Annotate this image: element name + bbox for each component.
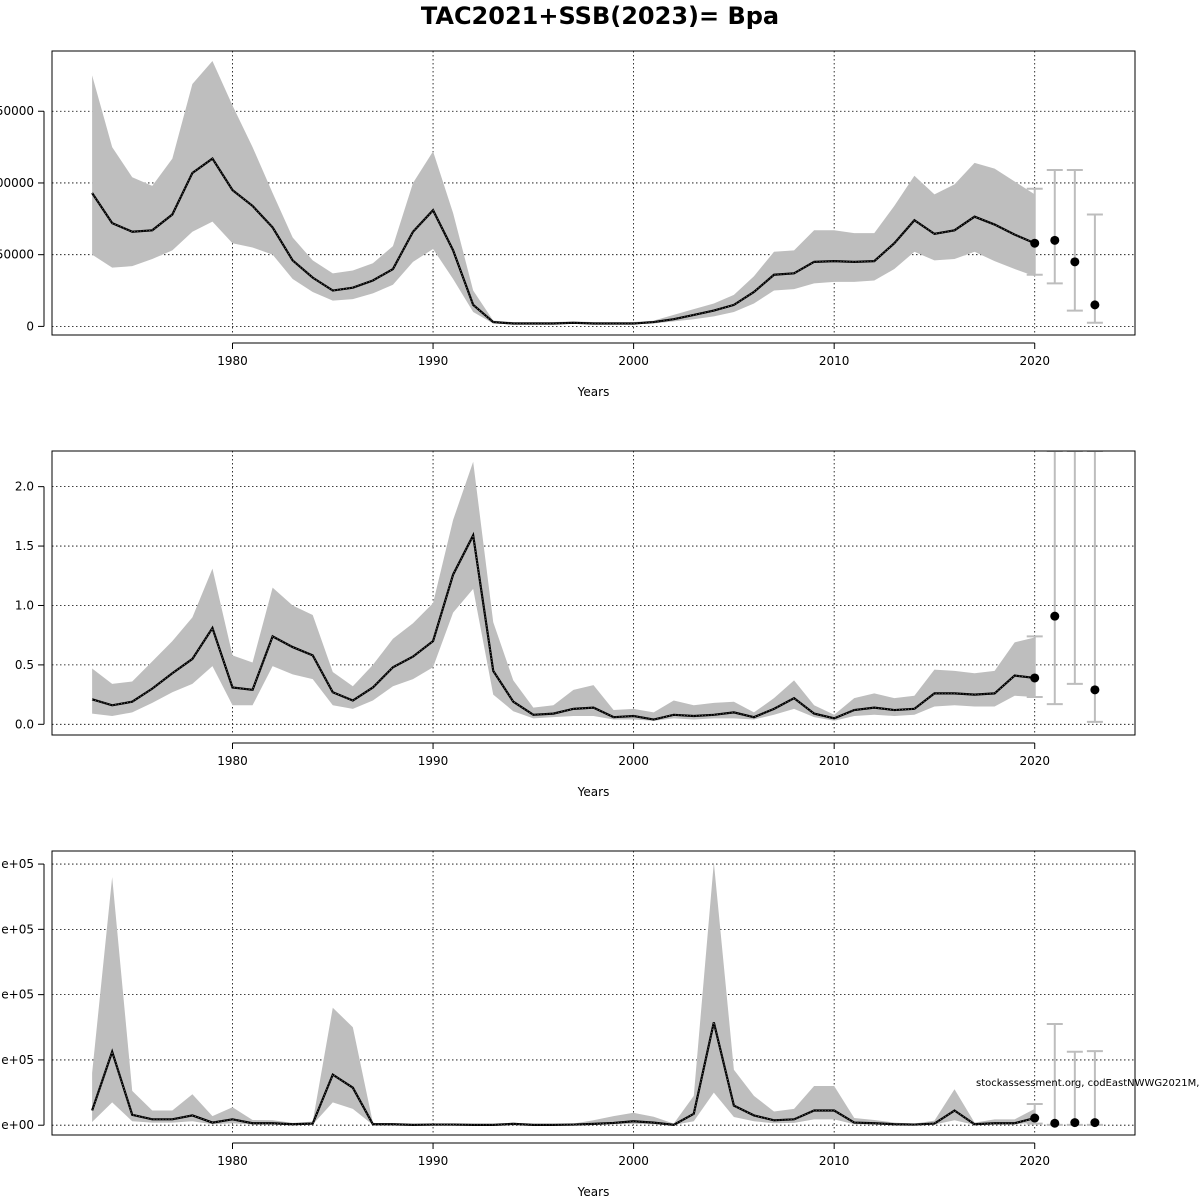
y-tick-label: 100000 xyxy=(0,176,34,190)
x-tick-label: 2000 xyxy=(618,1154,649,1168)
x-tick-label: 1980 xyxy=(217,1154,248,1168)
x-tick-label: 2020 xyxy=(1019,1154,1050,1168)
plot-frame xyxy=(51,850,1136,1136)
y-tick-label: 1.0 xyxy=(15,598,34,612)
projection-point xyxy=(1050,235,1060,245)
x-tick-label: 2010 xyxy=(819,1154,850,1168)
projection-point xyxy=(1050,1118,1060,1128)
panel-2: 1980 1990 2000 2010 2020 Years 0.0 0.5 1.0 1.5 2.0 xyxy=(15,450,1136,799)
y-tick-label: e+00 xyxy=(1,1118,34,1132)
source-annotation: stockassessment.org, codEastNWWG2021M, xyxy=(976,1078,1199,1089)
x-axis-label: Years xyxy=(577,385,610,399)
x-tick-label: 1980 xyxy=(217,354,248,368)
x-axis-label: Years xyxy=(577,1185,610,1199)
x-axis-label: Years xyxy=(577,785,610,799)
projection-point xyxy=(1030,1113,1040,1123)
y-tick-label: 150000 xyxy=(0,104,34,118)
projection-point xyxy=(1070,257,1080,267)
estimate-line xyxy=(91,157,1036,325)
y-tick-label: 50000 xyxy=(0,248,34,262)
page-title: TAC2021+SSB(2023)= Bpa xyxy=(420,2,780,30)
x-tick-label: 2010 xyxy=(819,754,850,768)
y-tick-label: 2.0 xyxy=(15,480,34,494)
plot-frame xyxy=(51,450,1136,736)
plot-frame xyxy=(51,50,1136,336)
projection-point xyxy=(1050,611,1060,621)
y-tick-label: e+05 xyxy=(1,857,34,871)
projection-point xyxy=(1090,685,1100,695)
estimate-line xyxy=(91,1022,1035,1127)
projection-point xyxy=(1030,238,1040,248)
x-tick-label: 2010 xyxy=(819,354,850,368)
confidence-band xyxy=(92,862,1035,1126)
x-tick-label: 1990 xyxy=(418,1154,449,1168)
y-tick-label: e+05 xyxy=(1,1053,34,1067)
panel-1: 1980 1990 2000 2010 2020 Years 0 50000 100000 150… xyxy=(0,50,1136,399)
plot-area xyxy=(52,851,1135,1135)
y-tick-label: e+05 xyxy=(1,922,34,936)
x-tick-label: 2000 xyxy=(618,354,649,368)
panel-3: 1980 1990 2000 2010 2020 Years e+00 e+05 e+05 e+0… xyxy=(1,850,1199,1199)
x-tick-label: 2020 xyxy=(1019,754,1050,768)
y-tick-label: 0 xyxy=(26,319,34,333)
y-tick-label: 0.5 xyxy=(15,658,34,672)
x-tick-label: 2020 xyxy=(1019,354,1050,368)
confidence-band xyxy=(92,61,1035,325)
plot-area xyxy=(52,51,1135,335)
plot-area xyxy=(52,451,1135,735)
x-tick-label: 1990 xyxy=(418,754,449,768)
x-tick-label: 2000 xyxy=(618,754,649,768)
confidence-band xyxy=(92,461,1035,721)
projection-point xyxy=(1090,300,1100,310)
projection-point xyxy=(1030,673,1040,683)
estimate-line-dots xyxy=(91,534,1035,720)
y-tick-label: e+05 xyxy=(1,988,34,1002)
y-tick-label: 0.0 xyxy=(15,717,34,731)
projection-point xyxy=(1070,1118,1080,1128)
y-tick-label: 1.5 xyxy=(15,539,34,553)
projection-point xyxy=(1090,1118,1100,1128)
x-tick-label: 1980 xyxy=(217,754,248,768)
x-tick-label: 1990 xyxy=(418,354,449,368)
